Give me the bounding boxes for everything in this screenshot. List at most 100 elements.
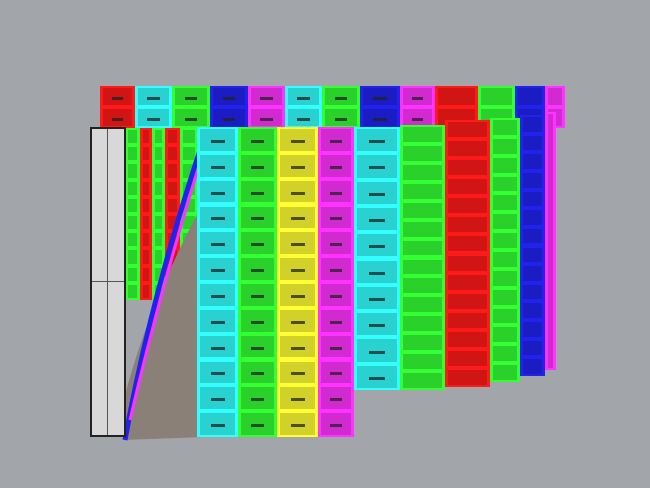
panel-cell — [142, 146, 150, 162]
panel-label — [411, 96, 424, 100]
panel-cell — [356, 206, 398, 232]
panel-cell — [127, 283, 138, 299]
panel-cell — [174, 108, 208, 127]
panel-cell — [167, 180, 178, 196]
panel-label — [250, 346, 265, 350]
panel-cell — [142, 215, 150, 231]
panel-label — [369, 324, 385, 328]
panel-cell — [522, 283, 543, 301]
taupe-surface — [125, 200, 205, 440]
panel-label — [290, 320, 305, 324]
panel-label — [330, 320, 342, 324]
panel-cell — [356, 259, 398, 284]
panel-cell — [547, 113, 554, 369]
panel-cell — [199, 153, 236, 178]
panel-cell — [447, 178, 488, 196]
panel-label — [250, 372, 265, 376]
panel-cell — [167, 129, 178, 145]
panel-label — [290, 191, 305, 195]
grey-side-panel — [90, 127, 126, 437]
panel-cell — [402, 182, 443, 200]
back-panel-magenta — [248, 86, 285, 128]
panel-cell — [356, 338, 398, 363]
panel-cell — [324, 108, 358, 127]
back-panel-blue — [360, 86, 400, 128]
panel-cell — [279, 153, 316, 178]
panel-cell — [480, 87, 513, 106]
panel-cell — [447, 235, 488, 253]
panel-cell — [199, 179, 236, 204]
panel-label — [250, 191, 265, 195]
panel-cell — [492, 137, 518, 155]
panel-cell — [362, 108, 398, 127]
panel-cell — [240, 360, 275, 385]
panel-cell — [356, 154, 398, 179]
panel-cell — [356, 128, 398, 153]
panel-cell — [142, 266, 150, 282]
panel-label — [260, 117, 273, 121]
panel-label — [250, 217, 265, 221]
panel-cell — [137, 108, 170, 127]
panel-label — [330, 139, 342, 143]
panel-cell — [127, 197, 138, 213]
front-column-cyan — [354, 127, 400, 390]
panel-label — [330, 191, 342, 195]
panel-cell — [279, 412, 316, 436]
panel-label — [369, 376, 385, 380]
panel-cell — [199, 386, 236, 411]
panel-cell — [447, 292, 488, 310]
panel-label — [369, 245, 385, 249]
panel-label — [210, 191, 225, 195]
panel-label — [369, 350, 385, 354]
panel-cell — [250, 87, 283, 106]
panel-cell — [356, 364, 398, 389]
panel-cell — [167, 163, 178, 179]
panel-cell — [492, 288, 518, 306]
panel-label — [210, 243, 225, 247]
panel-cell — [437, 87, 476, 106]
panel-cell — [279, 257, 316, 281]
panel-cell — [240, 231, 275, 256]
panel-cell — [320, 205, 352, 230]
panel-label — [210, 294, 225, 298]
panel-cell — [492, 251, 518, 268]
panel-cell — [320, 412, 352, 436]
panel-cell — [240, 179, 275, 204]
front-column-green — [490, 118, 520, 382]
panel-cell — [402, 220, 443, 238]
panel-cell — [102, 108, 133, 127]
panel-cell — [199, 412, 236, 436]
panel-cell — [356, 180, 398, 205]
panel-label — [250, 398, 265, 402]
panel-cell — [402, 163, 443, 181]
panel-cell — [447, 159, 488, 177]
panel-cell — [522, 134, 543, 152]
panel-cell — [522, 265, 543, 282]
panel-cell — [199, 283, 236, 307]
back-panel-green — [322, 86, 360, 128]
panel-label — [210, 269, 225, 273]
panel-cell — [522, 246, 543, 264]
panel-label — [210, 372, 225, 376]
front-column-magenta — [318, 127, 354, 437]
panel-cell — [154, 215, 163, 231]
panel-label — [369, 192, 385, 196]
panel-cell — [492, 232, 518, 249]
panel-cell — [447, 121, 488, 139]
panel-cell — [324, 87, 358, 106]
panel-label — [369, 140, 385, 144]
panel-cell — [447, 311, 488, 329]
panel-label — [330, 243, 342, 247]
panel-label — [330, 346, 342, 350]
panel-label — [222, 96, 236, 100]
panel-label — [330, 294, 342, 298]
panel-cell — [240, 334, 275, 359]
panel-label — [290, 165, 305, 169]
panel-cell — [167, 146, 178, 162]
panel-label — [210, 139, 225, 143]
panel-label — [210, 320, 225, 324]
panel-cell — [320, 308, 352, 333]
panel-label — [373, 117, 387, 121]
